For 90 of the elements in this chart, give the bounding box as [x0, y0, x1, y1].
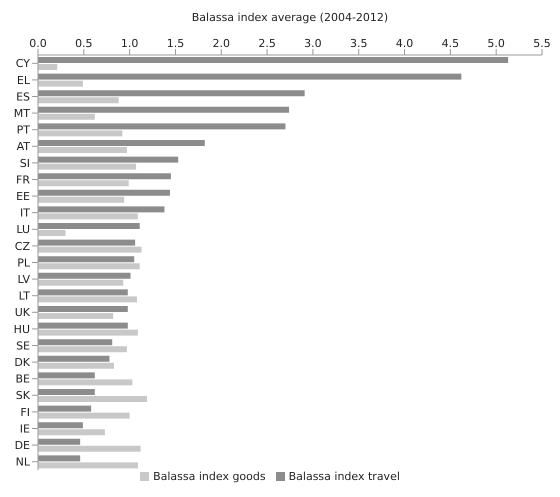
y-tick-label: UK: [14, 306, 31, 320]
bar: [38, 396, 148, 402]
bar: [38, 180, 129, 186]
bar: [38, 263, 140, 270]
bar: [38, 130, 122, 136]
x-tick-label: 2.0: [212, 37, 230, 50]
x-tick-label: 1.5: [166, 37, 184, 50]
y-tick-label: BE: [16, 372, 30, 386]
bar: [38, 240, 136, 246]
y-tick-label: DE: [14, 439, 30, 452]
bar: [38, 164, 136, 170]
x-tick-label: 4.5: [442, 37, 460, 50]
bar: [38, 330, 138, 336]
bar: [38, 230, 66, 236]
x-tick-label: 2.5: [258, 37, 276, 50]
y-tick-label: LV: [18, 273, 30, 286]
x-tick-label: 0.5: [75, 37, 93, 50]
x-tick-label: 4.0: [396, 37, 414, 50]
bar: [38, 246, 142, 253]
bar: [38, 296, 137, 302]
y-tick-label: FI: [20, 406, 30, 419]
bar: [38, 140, 205, 146]
bar: [38, 74, 462, 80]
y-tick-label: PL: [17, 256, 31, 270]
bar: [38, 422, 83, 428]
x-axis-title: Balassa index average (2004-2012): [192, 10, 388, 24]
bar: [38, 462, 138, 468]
bar: [38, 114, 95, 120]
y-tick-label: ES: [16, 90, 30, 104]
bar: [38, 190, 170, 196]
y-tick-label: SI: [20, 156, 30, 170]
y-tick-label: CY: [16, 57, 30, 70]
bar: [38, 213, 138, 220]
y-tick-label: LU: [16, 223, 30, 236]
y-tick-label: CZ: [14, 240, 30, 253]
bar: [38, 123, 286, 130]
bar: [38, 97, 119, 104]
bar: [38, 206, 164, 212]
y-tick-label: IT: [20, 206, 30, 220]
bar: [38, 438, 80, 445]
bar: [38, 280, 124, 286]
y-tick-label: FR: [16, 173, 30, 186]
y-tick-label: DK: [14, 356, 31, 370]
x-tick-label: 3.0: [304, 37, 322, 50]
y-tick-label: HU: [14, 322, 30, 336]
bar: [38, 455, 80, 462]
y-tick-label: NL: [16, 456, 31, 469]
bar: [38, 339, 112, 346]
bar: [38, 379, 132, 386]
y-tick-label: SK: [16, 389, 31, 402]
bar: [38, 429, 105, 436]
y-tick-label: EL: [16, 74, 31, 87]
bar: [38, 146, 127, 153]
y-tick-label: MT: [14, 107, 30, 120]
bar: [38, 222, 140, 229]
x-tick-label: 0.0: [29, 37, 47, 50]
bar: [38, 388, 95, 395]
bar: [38, 106, 290, 113]
bar: [38, 362, 114, 369]
bar: [38, 256, 134, 262]
y-tick-label: PT: [16, 124, 30, 137]
bar: [38, 446, 141, 452]
bar: [38, 64, 58, 70]
y-tick-label: AT: [16, 140, 30, 154]
y-tick-label: IE: [20, 422, 30, 436]
bar: [38, 156, 178, 163]
bar: [38, 306, 128, 312]
legend-label: Balassa index goods: [153, 470, 266, 483]
bar: [38, 80, 83, 87]
bar: [38, 322, 128, 329]
x-tick-label: 3.5: [350, 37, 368, 50]
x-tick-label: 1.0: [120, 37, 138, 50]
y-tick-label: EE: [16, 190, 30, 204]
bar: [38, 272, 131, 279]
bar: [38, 173, 171, 180]
bar: [38, 356, 110, 362]
bar: [38, 90, 305, 96]
bar: [38, 412, 130, 419]
y-tick-label: LT: [18, 290, 30, 303]
bar: [38, 406, 92, 412]
bar: [38, 289, 128, 296]
x-tick-label: 5.5: [533, 37, 551, 50]
y-tick-label: SE: [16, 339, 30, 352]
legend-label: Balassa index travel: [288, 470, 400, 483]
bar: [38, 196, 124, 203]
bar: [38, 312, 114, 319]
bar: [38, 372, 95, 378]
bar: [38, 56, 508, 63]
x-tick-label: 5.0: [487, 37, 505, 50]
bar: [38, 346, 127, 352]
